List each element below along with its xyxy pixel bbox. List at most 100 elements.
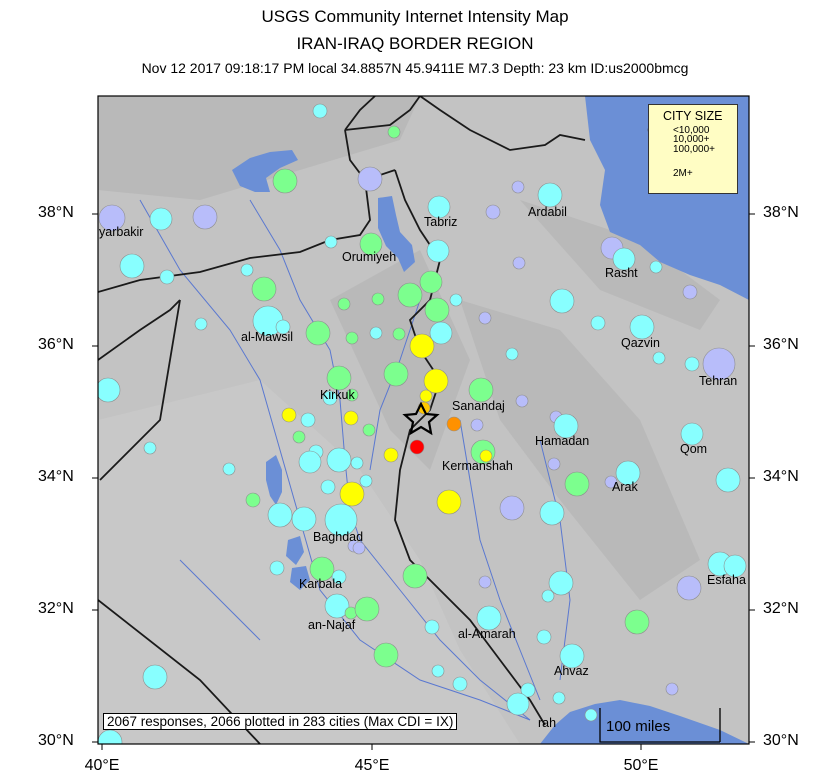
cdi-point (98, 377, 121, 403)
axis-ticks (92, 213, 755, 750)
city-label: Hamadan (535, 434, 590, 448)
cdi-point (322, 390, 338, 406)
cdi-point (604, 475, 618, 489)
city-size-legend: CITY SIZE <10,000 10,000+ 100,000+ 2M+ (648, 104, 738, 194)
cdi-point (419, 270, 443, 294)
city-label: Rasht (605, 266, 638, 280)
cdi-point (192, 204, 218, 230)
lat-label-30-right: 30°N (763, 732, 799, 749)
cdi-point (272, 168, 298, 194)
map-frame (97, 95, 750, 745)
cdi-point (350, 456, 364, 470)
cdi-point (539, 500, 565, 526)
cdi-point (506, 692, 530, 716)
cdi-point (142, 664, 168, 690)
city-label: Ahvaz (554, 664, 589, 678)
cdi-point (397, 282, 423, 308)
lat-label-38-right: 38°N (763, 204, 799, 221)
lat-label-38: 38°N (38, 204, 74, 221)
lake-tharthar (266, 455, 282, 505)
cdi-point (320, 479, 336, 495)
cdi-point (371, 292, 385, 306)
lat-label-32-right: 32°N (763, 600, 799, 617)
cdi-point (222, 462, 236, 476)
cdi-point (149, 207, 173, 231)
flat-plains (98, 380, 520, 744)
cdi-point (98, 204, 126, 232)
cdi-point (339, 481, 365, 507)
cdi-point (337, 297, 351, 311)
cdi-point (362, 423, 376, 437)
cdi-point (324, 235, 338, 249)
city-label: al-Amarah (458, 627, 516, 641)
cdi-point (431, 664, 445, 678)
cdi-point (548, 570, 574, 596)
cdi-point (429, 321, 453, 345)
cdi-point (194, 317, 208, 331)
cdi-point (387, 125, 401, 139)
cdi-point (520, 682, 536, 698)
map-title: USGS Community Internet Intensity Map (261, 7, 569, 26)
city-label: Kirkuk (320, 388, 355, 402)
cdi-point (269, 560, 285, 576)
cdi-point (426, 239, 450, 263)
cdi-point (424, 619, 440, 635)
cdi-point (624, 609, 650, 635)
cdi-point (476, 605, 502, 631)
region-title: IRAN-IRAQ BORDER REGION (296, 34, 534, 53)
cdi-point (436, 489, 462, 515)
cdi-point (536, 629, 552, 645)
cdi-point (383, 447, 399, 463)
cdi-point (470, 418, 484, 432)
cdi-point (449, 293, 463, 307)
legend-item: 10,000+ (673, 134, 710, 145)
cdi-point (541, 589, 555, 603)
city-label: Kermanshah (442, 459, 513, 473)
cdi-point (300, 412, 316, 428)
cdi-point (324, 593, 350, 619)
lake-urmia (378, 196, 415, 272)
city-label: Qom (680, 442, 708, 456)
scale-bar-label: 100 miles (606, 718, 671, 735)
cdi-point (468, 377, 494, 403)
cdi-point (649, 260, 663, 274)
cdi-point (275, 319, 291, 335)
legend-item: <10,000 (673, 125, 710, 136)
cdi-point (552, 691, 566, 705)
legend-title: CITY SIZE (663, 109, 723, 123)
lat-label-34-right: 34°N (763, 468, 799, 485)
cdi-point (559, 643, 585, 669)
cdi-point (452, 676, 468, 692)
cdi-point (267, 502, 293, 528)
city-label: rah (538, 716, 557, 730)
cdi-point (615, 460, 641, 486)
cdi-point (281, 407, 297, 423)
cdi-point (665, 682, 679, 696)
cdi-point (676, 575, 702, 601)
cdi-point (326, 447, 352, 473)
lat-label-30: 30°N (38, 732, 74, 749)
legend-item: 2M+ (673, 168, 693, 179)
cdi-point (549, 288, 575, 314)
cdi-point (240, 263, 254, 277)
lat-label-36-right: 36°N (763, 336, 799, 353)
cdi-point (553, 413, 579, 439)
cdi-point (409, 333, 435, 359)
cdi-point (537, 182, 563, 208)
cdi-point (119, 253, 145, 279)
cdi-point (423, 368, 449, 394)
city-label: Orumiyeh (342, 250, 397, 264)
lon-label-50: 50°E (623, 757, 659, 774)
cdi-point (512, 256, 526, 270)
cdi-point (324, 503, 358, 537)
cdi-point (345, 331, 359, 345)
cdi-point (305, 320, 331, 346)
cdi-point (143, 441, 157, 455)
city-label: al-Mawsil (241, 330, 294, 344)
cdi-point (98, 729, 123, 744)
cdi-point (680, 422, 704, 446)
cdi-point (427, 195, 451, 219)
city-label: yarbakir (99, 225, 144, 239)
city-label: Arak (612, 480, 638, 494)
